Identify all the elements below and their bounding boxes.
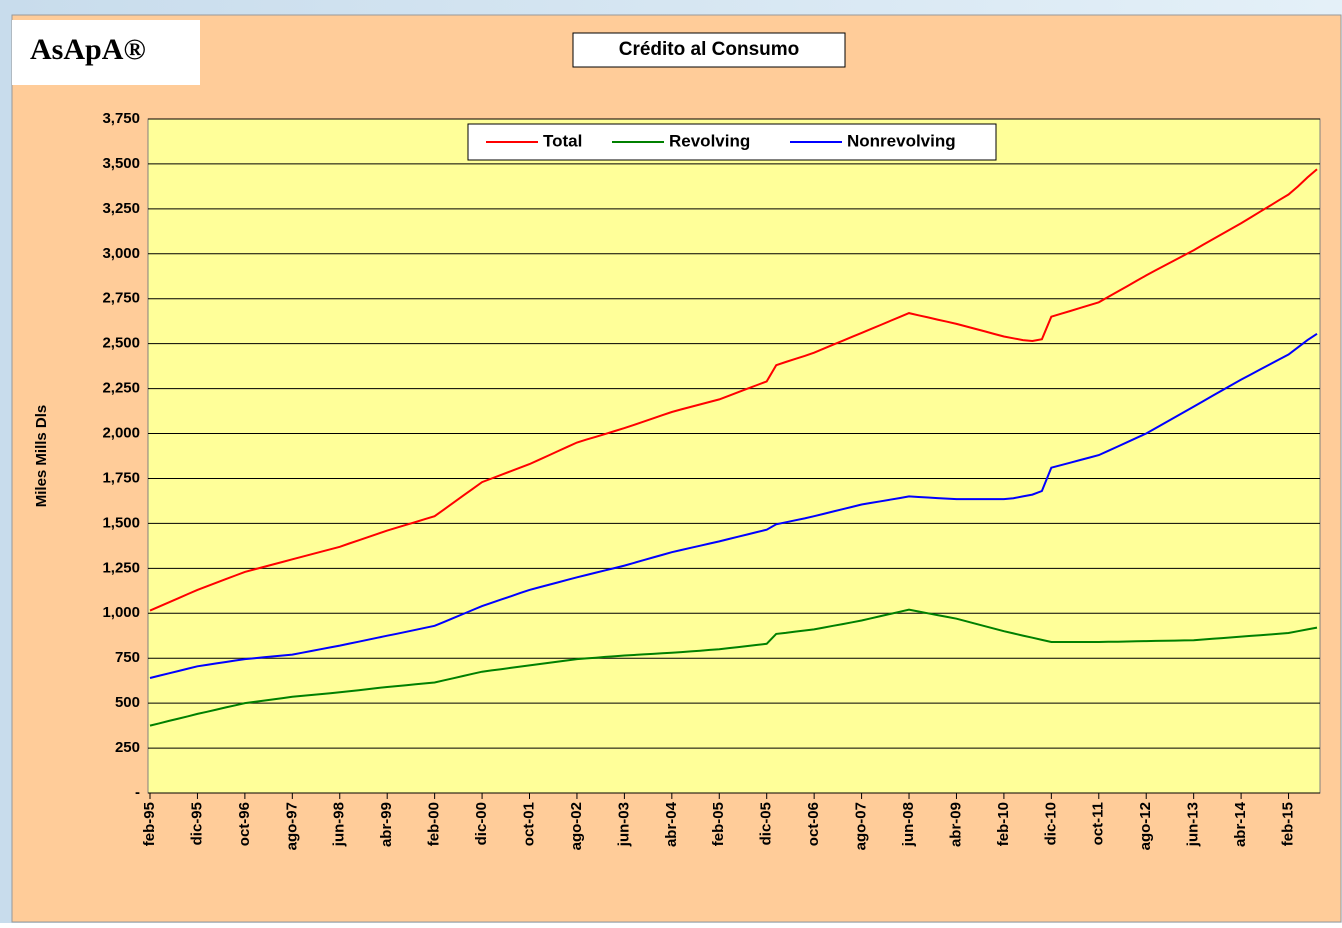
x-tick-label: ago-02 bbox=[568, 802, 585, 850]
x-tick-label: jun-13 bbox=[1185, 802, 1202, 847]
x-tick-label: feb-95 bbox=[141, 802, 158, 846]
x-tick-label: ago-07 bbox=[853, 802, 870, 850]
grid: - 250 500 750 1,000 1,250 1,500 1,750 2,000 2,250… bbox=[102, 110, 1320, 850]
x-tick-label: abr-04 bbox=[663, 801, 680, 847]
y-tick-label: 1,250 bbox=[102, 559, 140, 576]
y-axis-label: Miles Mills Dls bbox=[33, 405, 50, 508]
series-line bbox=[149, 332, 1318, 679]
x-tick-label: dic-10 bbox=[1042, 802, 1059, 845]
x-tick-label: feb-05 bbox=[710, 802, 727, 846]
y-tick-label: 3,250 bbox=[102, 200, 140, 217]
y-tick-label: 2,250 bbox=[102, 380, 140, 397]
y-tick-label: - bbox=[135, 784, 140, 801]
y-tick-label: 250 bbox=[115, 739, 140, 756]
x-tick-label: abr-14 bbox=[1232, 801, 1249, 847]
chart-title: Crédito al Consumo bbox=[619, 39, 800, 60]
x-tick-label: ago-97 bbox=[283, 802, 300, 850]
legend-label: Total bbox=[543, 131, 582, 150]
y-tick-label: 1,000 bbox=[102, 604, 140, 621]
x-tick-label: dic-95 bbox=[188, 802, 205, 845]
title-box bbox=[572, 32, 846, 68]
y-tick-label: 2,750 bbox=[102, 290, 140, 307]
logo: AsApA® bbox=[30, 33, 146, 66]
logo-box bbox=[12, 20, 200, 85]
x-tick-label: oct-11 bbox=[1090, 802, 1107, 845]
x-tick-label: feb-15 bbox=[1280, 802, 1297, 846]
y-tick-label: 2,000 bbox=[102, 425, 140, 442]
legend bbox=[467, 123, 997, 161]
legend-label: Nonrevolving bbox=[847, 131, 956, 150]
y-tick-label: 1,750 bbox=[102, 469, 140, 486]
legend-label: Revolving bbox=[669, 131, 750, 150]
y-tick-label: 3,750 bbox=[102, 110, 140, 127]
x-tick-label: jun-98 bbox=[331, 802, 348, 847]
x-tick-label: abr-09 bbox=[947, 802, 964, 847]
y-tick-label: 2,500 bbox=[102, 335, 140, 352]
x-tick-label: feb-00 bbox=[426, 802, 443, 846]
y-tick-label: 3,000 bbox=[102, 245, 140, 262]
y-tick-label: 500 bbox=[115, 694, 140, 711]
y-tick-label: 3,500 bbox=[102, 155, 140, 172]
x-tick-label: dic-05 bbox=[758, 802, 775, 845]
legend-items: Total Revolving Nonrevolving bbox=[486, 131, 956, 150]
x-tick-label: oct-01 bbox=[520, 802, 537, 846]
x-tick-label: oct-06 bbox=[805, 802, 822, 846]
series-line bbox=[149, 608, 1318, 727]
plot-area bbox=[147, 118, 1321, 794]
x-tick-label: feb-10 bbox=[995, 802, 1012, 846]
x-tick-label: jun-03 bbox=[615, 802, 632, 847]
y-tick-label: 750 bbox=[115, 649, 140, 666]
lines bbox=[149, 168, 1318, 727]
x-tick-label: oct-96 bbox=[236, 802, 253, 846]
x-tick-label: jun-08 bbox=[900, 802, 917, 847]
x-tick-label: abr-99 bbox=[378, 802, 395, 847]
y-tick-label: 1,500 bbox=[102, 514, 140, 531]
series-line bbox=[149, 168, 1318, 612]
x-tick-label: ago-12 bbox=[1137, 802, 1154, 850]
x-tick-label: dic-00 bbox=[473, 802, 490, 845]
